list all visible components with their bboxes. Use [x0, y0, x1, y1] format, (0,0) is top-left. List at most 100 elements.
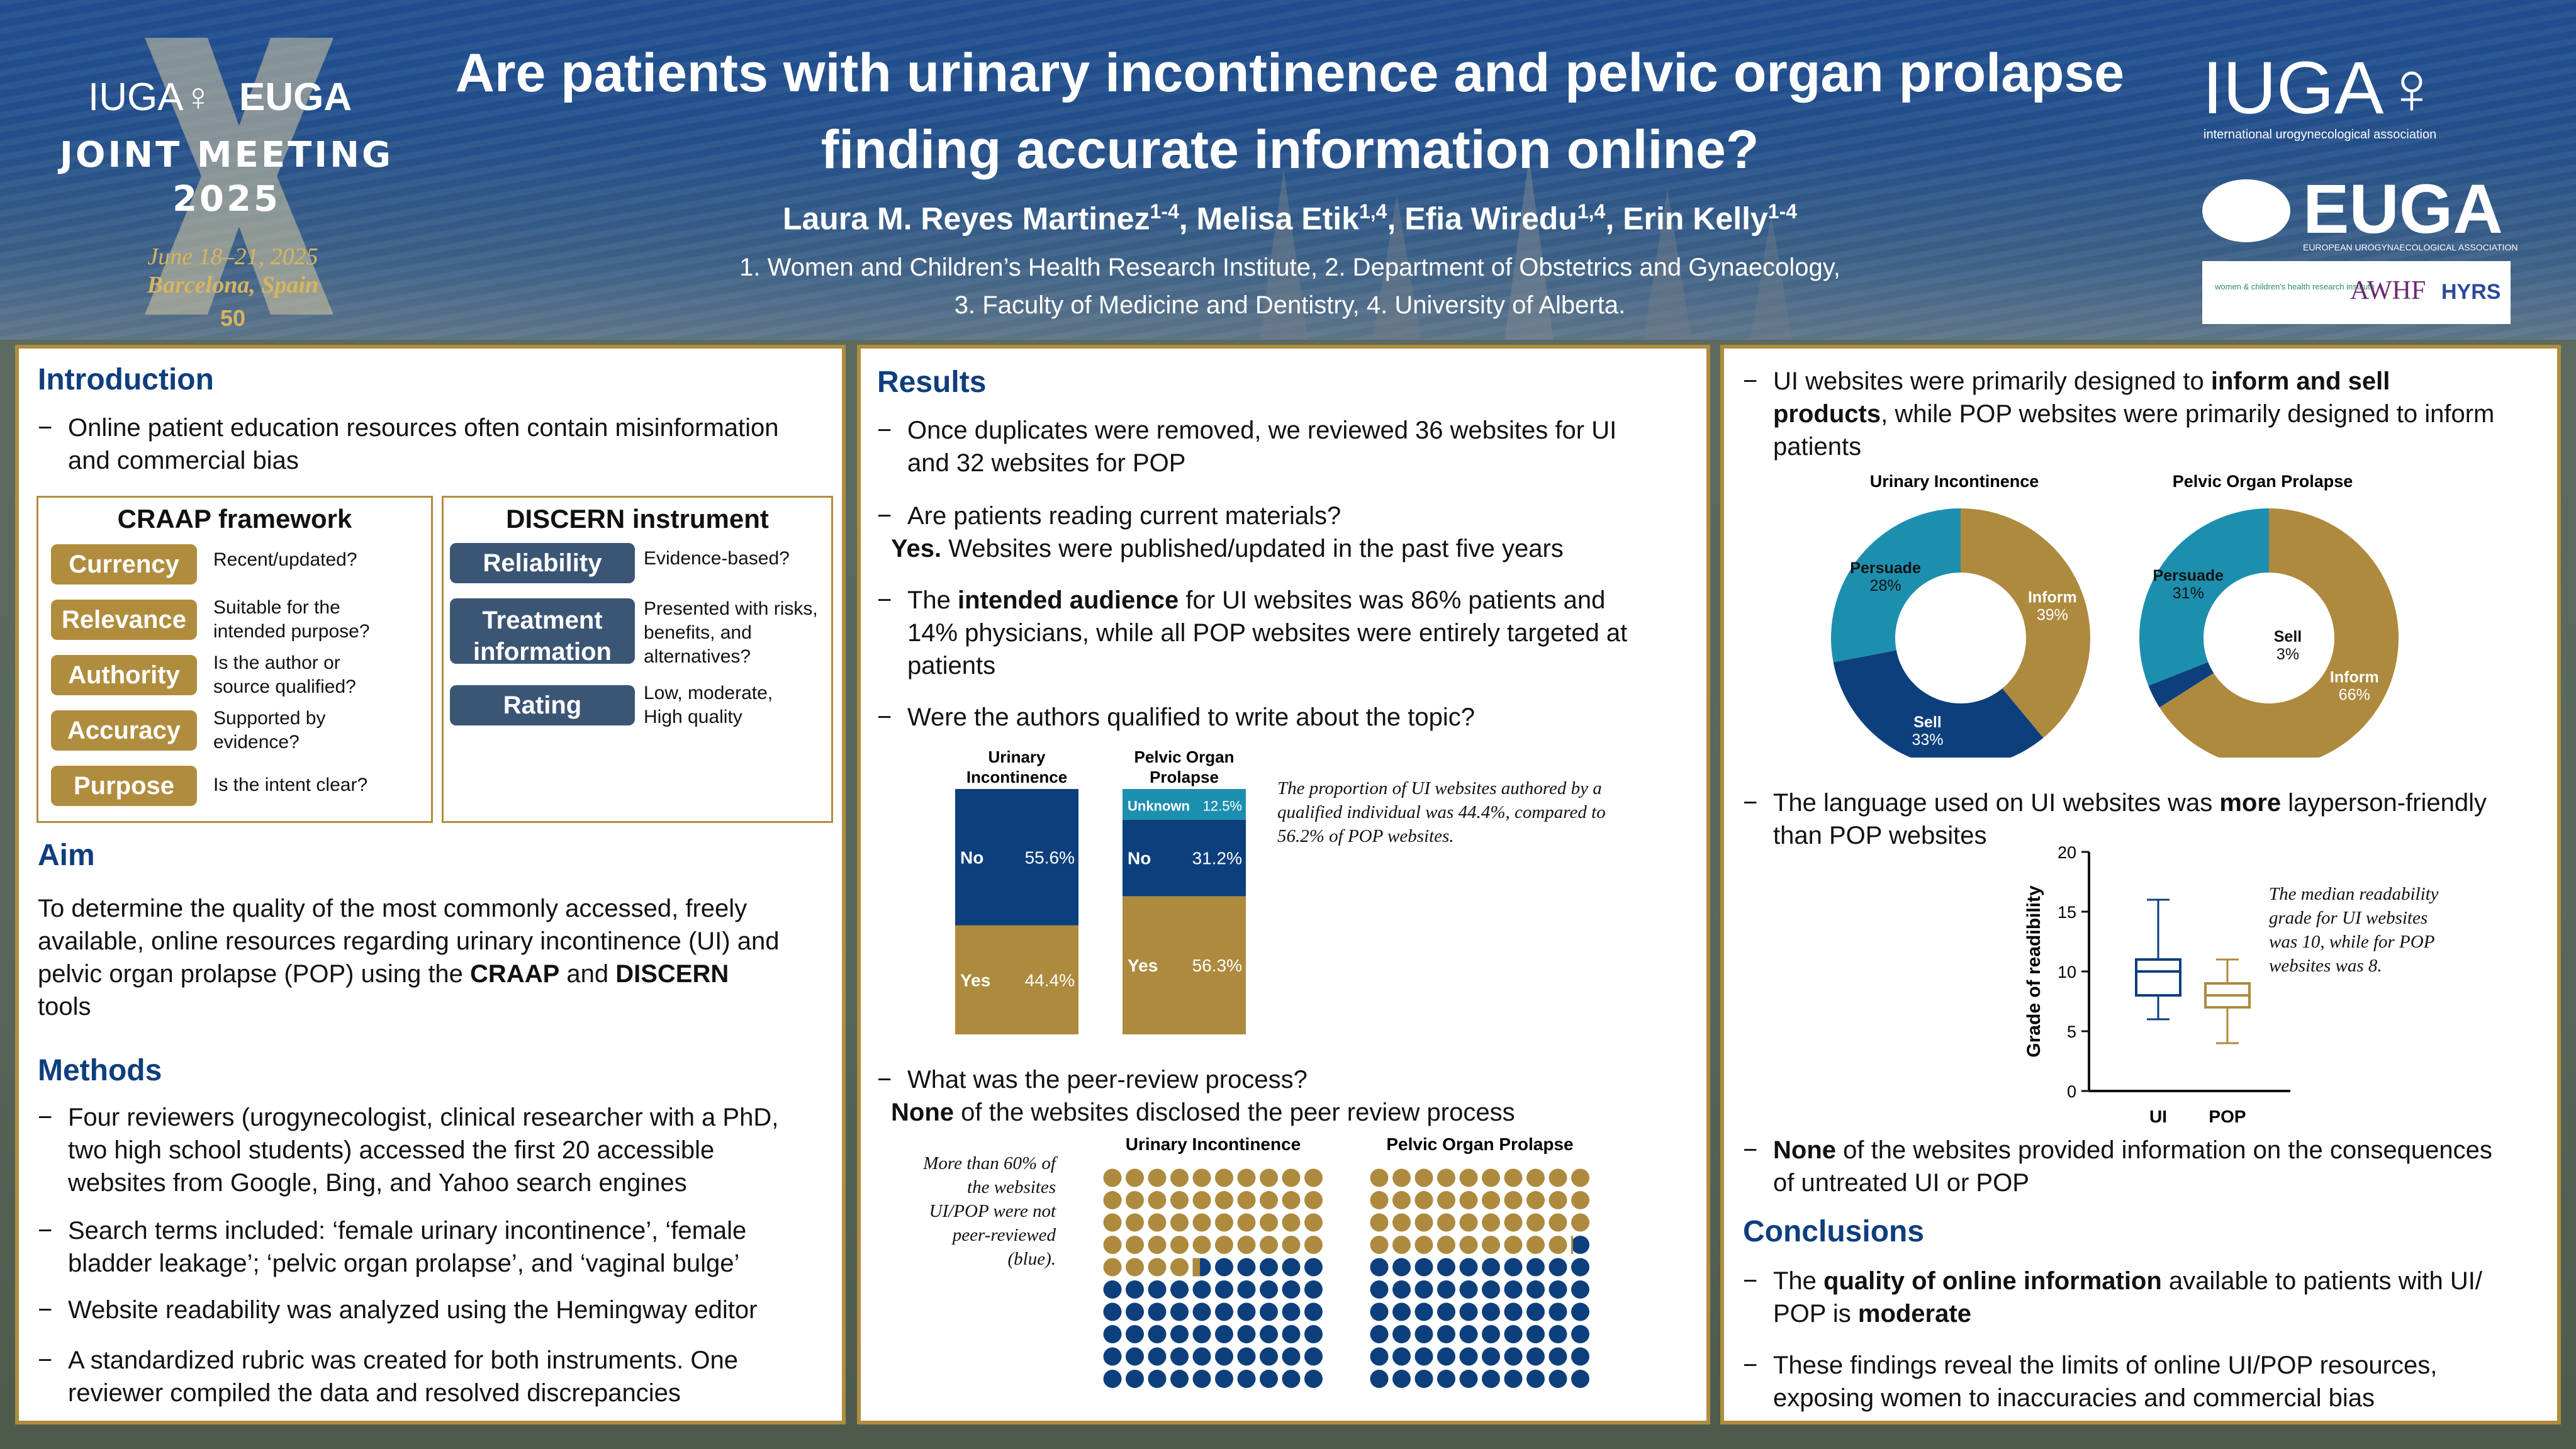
- waffle-cell: [1548, 1347, 1567, 1366]
- waffle-cell: [1237, 1370, 1256, 1388]
- basilica-spires-illustration: [1259, 157, 1793, 340]
- waffle-cell: [1504, 1370, 1523, 1388]
- waffle-cell: [1282, 1325, 1301, 1343]
- waffle-cell: [1504, 1347, 1523, 1366]
- waffle-cell: [1103, 1168, 1122, 1187]
- waffle-cell: [1148, 1347, 1167, 1366]
- panel-middle: Results − Once duplicates were removed, …: [857, 345, 1710, 1424]
- waffle-cell: [1571, 1168, 1589, 1187]
- waffle-cell: [1526, 1347, 1545, 1366]
- waffle-cell: [1392, 1302, 1411, 1321]
- waffle-cell: [1526, 1280, 1545, 1299]
- waffle-cell: [1215, 1236, 1233, 1254]
- waffle-cell-partial: [1192, 1258, 1201, 1277]
- iuga-euga-joint-meeting-logo: IUGA♀ EUGA JOINT MEETING 2025 June 18–21…: [57, 38, 391, 331]
- consequences-bullet: − None of the websites provided informat…: [1743, 1136, 2492, 1197]
- bar-category-label: Incontinence: [966, 768, 1067, 786]
- waffle-cell: [1571, 1236, 1589, 1254]
- waffle-cell: [1526, 1302, 1545, 1321]
- waffle-cell: [1126, 1168, 1144, 1187]
- peer-review-note: More than 60% of the websites UI/POP were …: [923, 1153, 1056, 1269]
- authorship-note: The proportion of UI websites authored b…: [1277, 778, 1606, 846]
- waffle-cell: [1148, 1302, 1167, 1321]
- waffle-cell: [1148, 1213, 1167, 1232]
- waffle-cell: [1370, 1280, 1389, 1299]
- waffle-cell: [1215, 1302, 1233, 1321]
- waffle-cell: [1548, 1280, 1567, 1299]
- waffle-cell: [1459, 1325, 1478, 1343]
- discern-reliability-pill: Reliability: [450, 543, 635, 583]
- waffle-cell: [1260, 1370, 1278, 1388]
- waffle-cell: [1260, 1213, 1278, 1232]
- waffle-cell: [1526, 1370, 1545, 1388]
- donut-slice-value: 3%: [2276, 646, 2299, 663]
- waffle-cell: [1504, 1168, 1523, 1187]
- waffle-cell: [1170, 1236, 1189, 1254]
- craap-authority-pill: Authority: [51, 655, 197, 695]
- waffle-cell: [1414, 1236, 1433, 1254]
- website-purpose-donut-charts: Urinary IncontinenceInform39%Sell33%Pers…: [1831, 472, 2399, 758]
- iuga-logo-subtitle: international urogynecological associati…: [2204, 128, 2436, 142]
- waffle-cell: [1103, 1236, 1122, 1254]
- waffle-cell: [1170, 1302, 1189, 1321]
- box-category-label: POP: [2209, 1107, 2246, 1126]
- stacked-bar-segment-no: [955, 789, 1078, 926]
- waffle-cell: [1414, 1168, 1433, 1187]
- waffle-cell: [1370, 1325, 1389, 1343]
- discern-treatment-desc: Presented with risks, benefits, and altern…: [644, 598, 818, 667]
- waffle-cell: [1548, 1213, 1567, 1232]
- stacked-bar-series-label: Yes: [1128, 956, 1158, 975]
- waffle-cell: [1548, 1236, 1567, 1254]
- waffle-cell: [1414, 1280, 1433, 1299]
- stacked-bar-value-label: 31.2%: [1192, 849, 1242, 868]
- waffle-cell: [1392, 1236, 1411, 1254]
- donut-slice-sell: [1833, 650, 2044, 758]
- logo-iuga-text: IUGA♀: [88, 76, 213, 119]
- waffle-cell: [1126, 1280, 1144, 1299]
- waffle-cell: [1437, 1325, 1455, 1343]
- waffle-cell: [1504, 1325, 1523, 1343]
- box-y-tick-label: 0: [2067, 1082, 2076, 1101]
- donut-slice-value: 39%: [2037, 606, 2068, 624]
- waffle-cell: [1304, 1370, 1323, 1388]
- waffle-cell: [1126, 1213, 1144, 1232]
- partner-awhf-logo: AWHF: [2350, 276, 2426, 305]
- partner-wchri-logo: women & children's health research insti…: [2214, 282, 2375, 291]
- waffle-cell: [1459, 1258, 1478, 1277]
- waffle-cell: [1482, 1325, 1500, 1343]
- waffle-cell: [1170, 1325, 1189, 1343]
- waffle-cell: [1103, 1191, 1122, 1209]
- waffle-cell: [1526, 1168, 1545, 1187]
- donut-slice-value: 28%: [1870, 577, 1901, 595]
- waffle-cell: [1282, 1370, 1301, 1388]
- waffle-cell: [1282, 1302, 1301, 1321]
- waffle-cell: [1304, 1325, 1323, 1343]
- discern-title: DISCERN instrument: [506, 504, 769, 534]
- waffle-cell: [1414, 1258, 1433, 1277]
- waffle-cell: [1260, 1280, 1278, 1299]
- waffle-cell: [1392, 1325, 1411, 1343]
- donut-slice-sell: [2148, 662, 2214, 708]
- waffle-cell: [1526, 1325, 1545, 1343]
- waffle-cell: [1437, 1213, 1455, 1232]
- waffle-cell: [1392, 1370, 1411, 1388]
- methods-bullet-search-terms: − Search terms included: ‘female urinary…: [38, 1217, 747, 1277]
- waffle-cell: [1304, 1236, 1323, 1254]
- waffle-cell: [1526, 1213, 1545, 1232]
- waffle-cell: [1392, 1213, 1411, 1232]
- craap-framework-box: CRAAP framework Currency Recent/updated?…: [36, 496, 433, 823]
- waffle-cell: [1526, 1236, 1545, 1254]
- waffle-cell: [1192, 1168, 1211, 1187]
- waffle-cell: [1414, 1370, 1433, 1388]
- waffle-cell: [1148, 1168, 1167, 1187]
- waffle-cell: [1282, 1213, 1301, 1232]
- waffle-cell: [1482, 1191, 1500, 1209]
- waffle-cell: [1282, 1280, 1301, 1299]
- waffle-cell: [1170, 1168, 1189, 1187]
- waffle-cell: [1126, 1325, 1144, 1343]
- waffle-cell: [1548, 1168, 1567, 1187]
- waffle-cell: [1482, 1168, 1500, 1187]
- donut-slice-inform: [2159, 508, 2399, 758]
- author-name: Melisa Etik: [1196, 201, 1359, 237]
- waffle-cell: [1459, 1213, 1478, 1232]
